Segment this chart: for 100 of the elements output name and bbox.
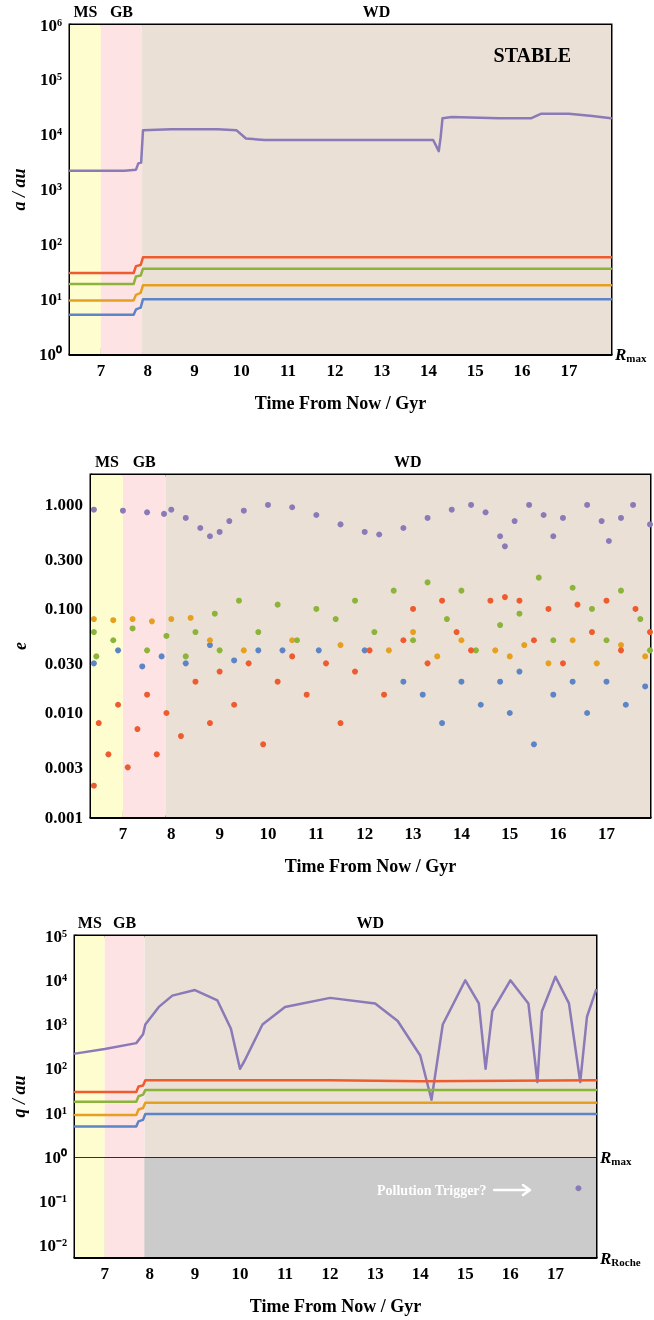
- line-series: [73, 975, 598, 1101]
- x-tick-label: 13: [366, 1264, 384, 1283]
- y-tick-label: 0.030: [44, 653, 83, 673]
- point: [315, 647, 322, 654]
- point: [240, 647, 247, 654]
- point: [226, 518, 233, 525]
- line-series: [68, 267, 613, 286]
- y-axis-title: e: [10, 642, 30, 650]
- point: [361, 647, 368, 654]
- point: [468, 501, 475, 508]
- point: [158, 653, 165, 660]
- y-tick-label: 10⁰: [39, 344, 62, 364]
- point: [385, 647, 392, 654]
- point: [93, 653, 100, 660]
- point: [647, 647, 653, 654]
- point: [400, 525, 407, 532]
- point: [182, 660, 189, 667]
- point: [511, 518, 518, 525]
- x-tick-label: 10: [232, 361, 250, 380]
- band-label: MS: [73, 2, 98, 20]
- x-tick-label: 14: [419, 361, 438, 380]
- point: [352, 597, 359, 604]
- point: [235, 597, 242, 604]
- x-tick-label: 7: [96, 361, 106, 380]
- point: [458, 587, 465, 594]
- point: [506, 653, 513, 660]
- point: [274, 601, 281, 608]
- x-tick-label: 7: [100, 1264, 110, 1283]
- point: [390, 587, 397, 594]
- line-series: [73, 1101, 598, 1117]
- point: [206, 637, 213, 644]
- point: [550, 691, 557, 698]
- point: [192, 678, 199, 685]
- point: [550, 637, 557, 644]
- point: [144, 509, 151, 516]
- band-label: GB: [109, 2, 134, 20]
- point: [231, 657, 238, 664]
- point: [206, 642, 213, 649]
- point: [559, 660, 566, 667]
- point: [521, 642, 528, 649]
- point: [90, 506, 97, 513]
- point: [410, 637, 417, 644]
- point: [260, 741, 267, 748]
- point: [313, 605, 320, 612]
- point: [632, 605, 639, 612]
- point: [129, 625, 136, 632]
- x-tick-label: 17: [546, 1264, 565, 1283]
- x-axis-title: Time From Now / Gyr: [249, 1296, 422, 1316]
- y-axis-title: a / au: [9, 168, 29, 211]
- point: [637, 616, 644, 623]
- point: [434, 653, 441, 660]
- point: [458, 678, 465, 685]
- x-tick-label: 9: [215, 824, 224, 843]
- point: [163, 709, 170, 716]
- point: [313, 512, 320, 519]
- point: [90, 782, 97, 789]
- point: [139, 663, 146, 670]
- line-series: [73, 1112, 598, 1128]
- point: [448, 506, 455, 513]
- x-tick-label: 15: [466, 361, 484, 380]
- point: [647, 521, 653, 528]
- x-tick-label: 12: [356, 824, 374, 843]
- point: [245, 660, 252, 667]
- point: [439, 597, 446, 604]
- y-tick-label: 10³: [39, 180, 62, 199]
- point: [352, 668, 359, 675]
- point: [177, 733, 184, 740]
- point: [516, 610, 523, 617]
- y-tick-label: 10¹: [44, 1103, 67, 1123]
- point: [337, 642, 344, 649]
- point: [497, 533, 504, 540]
- x-tick-label: 8: [143, 361, 152, 380]
- x-tick-label: 16: [513, 361, 531, 380]
- annotation: STABLE: [493, 44, 571, 66]
- point: [642, 653, 649, 660]
- point: [605, 538, 612, 545]
- y-tick-label: 10⁵: [39, 70, 62, 90]
- point: [569, 584, 576, 591]
- point: [424, 514, 431, 521]
- point: [550, 533, 557, 540]
- point: [110, 637, 117, 644]
- point: [492, 647, 499, 654]
- point: [410, 629, 417, 636]
- point: [206, 720, 213, 727]
- point: [197, 525, 204, 532]
- band-label: WD: [393, 452, 422, 470]
- point: [559, 514, 566, 521]
- point: [410, 605, 417, 612]
- y-tick-label: 10¹: [39, 289, 62, 309]
- point: [90, 616, 97, 623]
- y-tick-label: 0.001: [44, 807, 83, 827]
- x-tick-label: 16: [501, 1264, 519, 1283]
- line-series: [68, 112, 613, 172]
- x-tick-label: 14: [411, 1264, 430, 1283]
- x-tick-label: 13: [404, 824, 422, 843]
- point: [255, 629, 262, 636]
- point: [124, 764, 131, 771]
- point: [211, 610, 218, 617]
- point: [144, 647, 151, 654]
- point: [115, 647, 122, 654]
